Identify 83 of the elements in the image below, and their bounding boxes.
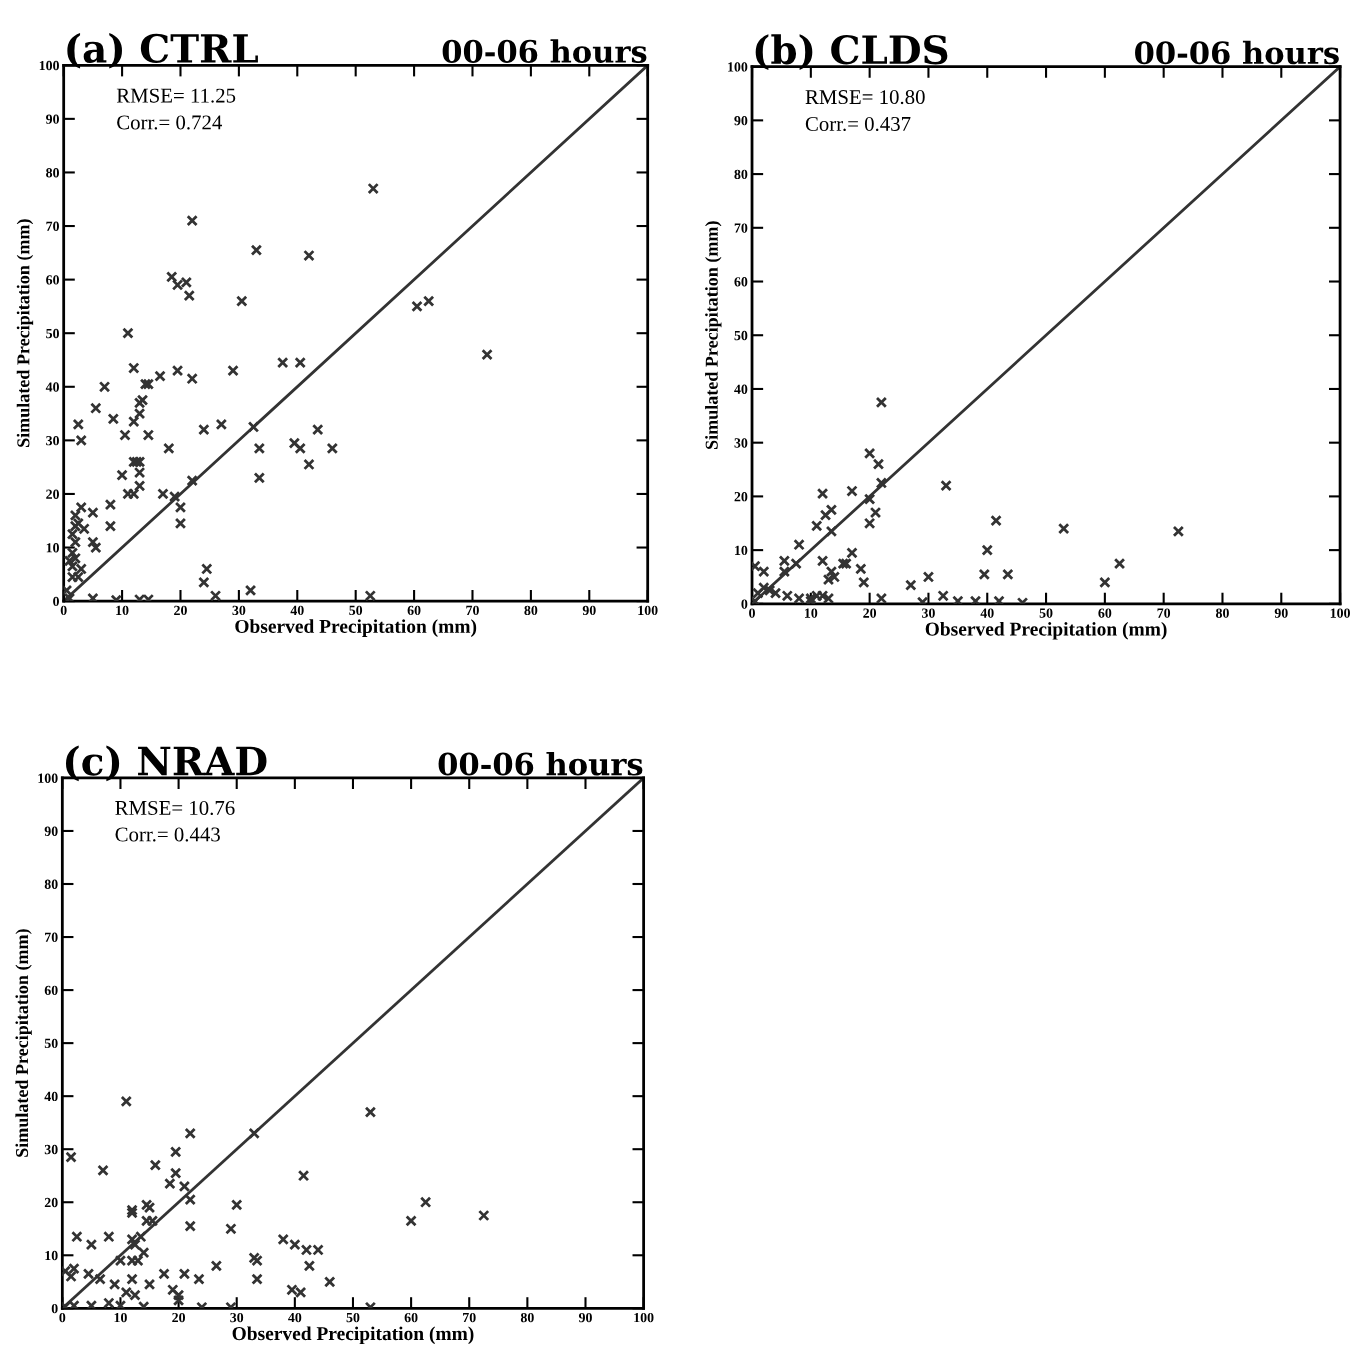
y-tick-label: 70	[46, 221, 59, 231]
x-tick-label: 50	[349, 605, 363, 616]
x-tick-label: 90	[1274, 608, 1288, 618]
chart-title: (c) NRAD	[65, 745, 267, 782]
x-tick-label: 40	[288, 1312, 302, 1323]
x-axis-title: Observed Precipitation (mm)	[925, 621, 1167, 640]
y-tick-label: 80	[734, 169, 748, 180]
y-tick-label: 20	[734, 491, 748, 502]
annotation: RMSE= 10.76	[115, 800, 235, 816]
x-tick-label: 0	[749, 608, 755, 618]
x-tick-label: 0	[60, 605, 67, 616]
y-tick-label: 20	[46, 489, 59, 499]
y-tick-label: 20	[44, 1197, 58, 1208]
y-tick-label: 0	[53, 596, 59, 607]
x-tick-label: 60	[404, 1312, 418, 1323]
y-tick-label: 90	[44, 826, 58, 836]
chart-title: (b) CLDS	[755, 34, 948, 70]
x-tick-label: 80	[524, 605, 538, 616]
x-tick-label: 0	[59, 1312, 66, 1323]
y-tick-label: 50	[44, 1038, 58, 1049]
x-tick-label: 30	[230, 1312, 244, 1323]
annotation: RMSE= 10.80	[805, 90, 925, 105]
y-tick-label: 30	[44, 1144, 58, 1155]
x-axis-title: Observed Precipitation (mm)	[232, 1326, 474, 1345]
x-tick-label: 60	[407, 605, 421, 616]
y-tick-label: 60	[44, 985, 58, 996]
x-tick-label: 20	[174, 605, 187, 616]
y-tick-label: 70	[45, 932, 58, 942]
x-tick-label: 90	[582, 605, 596, 616]
y-tick-label: 50	[46, 328, 59, 339]
x-tick-label: 70	[463, 1312, 476, 1323]
y-axis-title: Simulated Precipitation (mm)	[705, 221, 722, 449]
x-tick-label: 100	[634, 1312, 654, 1323]
x-tick-label: 70	[466, 605, 479, 616]
y-axis-title: Simulated Precipitation (mm)	[15, 929, 32, 1157]
chart-title: (a) CTRL	[67, 32, 258, 69]
chart-subtitle: 00-06 hours	[1135, 40, 1339, 65]
x-tick-label: 40	[980, 608, 994, 618]
y-tick-label: 100	[728, 62, 748, 72]
y-tick-label: 90	[734, 115, 748, 126]
y-tick-label: 10	[45, 1250, 58, 1261]
y-tick-label: 40	[734, 384, 748, 394]
x-tick-label: 100	[1330, 608, 1350, 618]
y-tick-label: 80	[44, 879, 58, 889]
x-tick-label: 90	[578, 1312, 592, 1323]
x-tick-label: 100	[638, 605, 658, 616]
y-axis-title: Simulated Precipitation (mm)	[16, 219, 34, 447]
annotation: Corr.= 0.437	[805, 116, 911, 132]
x-tick-label: 20	[172, 1312, 185, 1323]
x-tick-label: 70	[1157, 608, 1171, 618]
y-tick-label: 30	[734, 438, 748, 448]
x-axis-title: Observed Precipitation (mm)	[235, 619, 477, 637]
y-tick-label: 30	[46, 435, 59, 446]
annotation: Corr.= 0.724	[117, 115, 222, 130]
x-tick-label: 10	[114, 1312, 127, 1323]
x-tick-label: 20	[863, 608, 877, 618]
y-tick-label: 100	[38, 773, 58, 783]
y-tick-label: 10	[46, 543, 59, 553]
x-tick-label: 50	[346, 1312, 360, 1323]
x-tick-label: 30	[922, 608, 935, 618]
x-tick-label: 80	[520, 1312, 534, 1323]
y-tick-label: 0	[51, 1303, 58, 1314]
y-tick-label: 50	[734, 330, 748, 341]
y-tick-label: 70	[734, 223, 748, 233]
annotation: Corr.= 0.443	[115, 827, 220, 842]
y-tick-label: 80	[46, 168, 59, 178]
x-tick-label: 10	[116, 605, 129, 616]
y-tick-label: 100	[39, 60, 59, 71]
y-tick-label: 60	[46, 275, 59, 285]
y-tick-label: 90	[46, 114, 59, 124]
x-tick-label: 30	[232, 605, 246, 616]
y-tick-label: 10	[735, 545, 748, 556]
x-tick-label: 60	[1098, 608, 1112, 618]
x-tick-label: 10	[805, 608, 818, 618]
y-tick-label: 60	[734, 277, 748, 287]
x-tick-label: 40	[290, 605, 304, 616]
chart-subtitle: 00-06 hours	[438, 751, 643, 776]
annotation: RMSE= 11.25	[116, 88, 236, 103]
x-tick-label: 80	[1216, 608, 1229, 618]
chart-subtitle: 00-06 hours	[442, 39, 647, 63]
y-tick-label: 40	[45, 382, 59, 392]
y-tick-label: 40	[44, 1091, 58, 1102]
x-tick-label: 50	[1039, 608, 1053, 618]
